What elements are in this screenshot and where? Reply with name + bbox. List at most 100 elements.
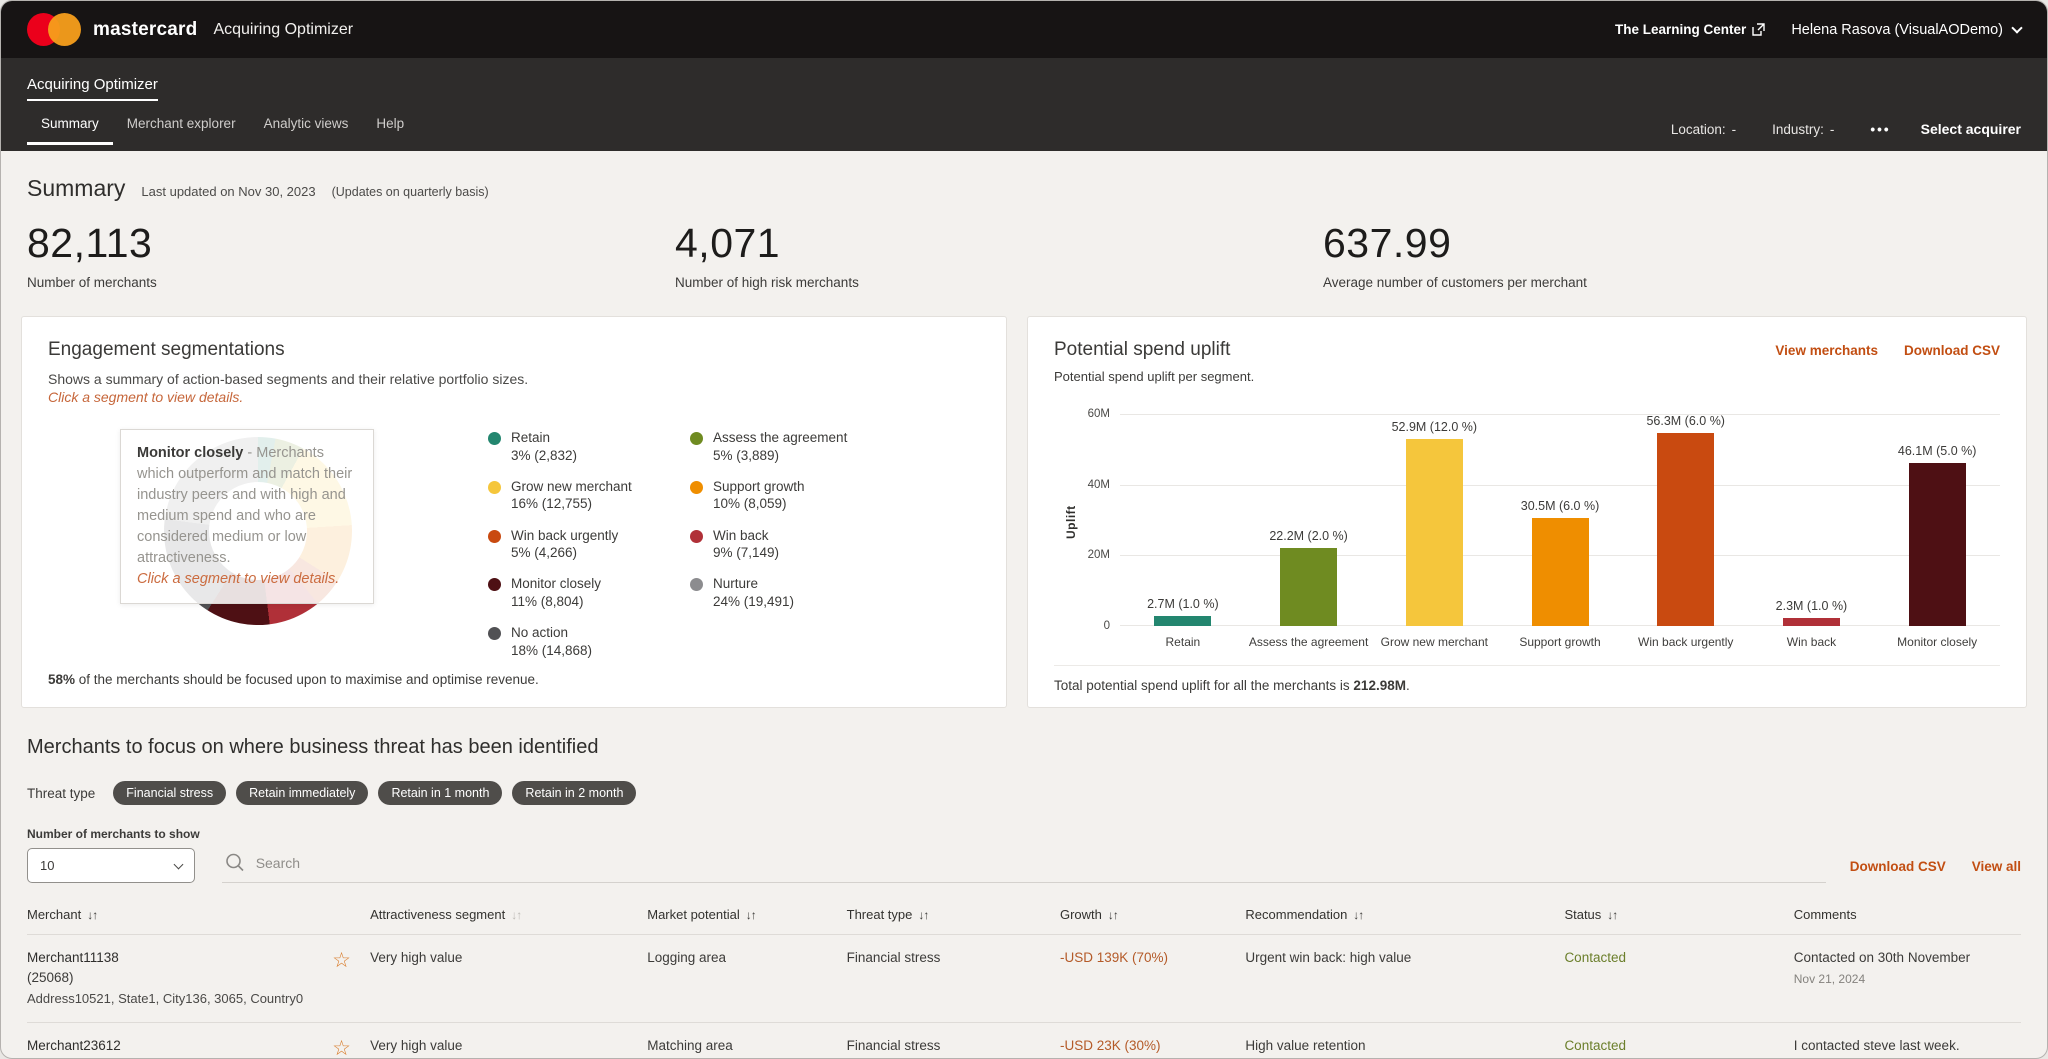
bar-value-label: 30.5M (6.0 %): [1520, 499, 1600, 514]
stat-high-risk: 4,071 Number of high risk merchants: [675, 220, 859, 290]
legend-item[interactable]: Win back 9% (7,149): [690, 527, 870, 563]
bar-value-label: 46.1M (5.0 %): [1897, 444, 1977, 459]
y-axis-label: Uplift: [1063, 504, 1078, 539]
star-icon[interactable]: ☆: [332, 1037, 351, 1059]
potential-spend-uplift-card: Potential spend uplift View merchants Do…: [1027, 316, 2027, 708]
star-icon[interactable]: ☆: [332, 949, 351, 972]
engagement-segmentations-card: Engagement segmentations Shows a summary…: [21, 316, 1007, 708]
legend-item[interactable]: Monitor closely 11% (8,804): [488, 575, 668, 611]
bar-win-back[interactable]: [1782, 617, 1840, 626]
sort-icon: ↓↑: [1353, 907, 1364, 922]
segmentation-chart-area: Monitor closely - Merchants which outper…: [48, 411, 980, 672]
show-count-label: Number of merchants to show: [27, 827, 200, 841]
chip-financial-stress[interactable]: Financial stress: [113, 781, 227, 805]
bar-value-label: 2.7M (1.0 %): [1147, 597, 1219, 612]
app-title: Acquiring Optimizer: [213, 20, 354, 38]
y-tick: 60M: [1087, 408, 1110, 420]
legend-item[interactable]: Nurture 24% (19,491): [690, 575, 870, 611]
sort-icon: ↓↑: [918, 907, 929, 922]
search-input[interactable]: [255, 855, 1824, 871]
bar-value-label: 52.9M (12.0 %): [1391, 420, 1478, 435]
learning-center-link[interactable]: The Learning Center: [1615, 22, 1766, 37]
bar-win-back-urgently[interactable]: [1657, 433, 1715, 626]
table-download-csv-link[interactable]: Download CSV: [1849, 859, 1946, 874]
threat-type-value: Financial stress: [846, 950, 941, 965]
merchants-table: Merchant ↓↑ Attractiveness segment ↓↑ Mark…: [21, 897, 2027, 1059]
col-merchant[interactable]: Merchant ↓↑: [27, 907, 98, 922]
sort-icon: ↓↑: [745, 907, 757, 922]
col-attractiveness[interactable]: Attractiveness segment ↓↑: [370, 907, 522, 922]
col-market-potential[interactable]: Market potential ↓↑: [647, 907, 757, 922]
legend-dot-icon: [488, 627, 501, 641]
segment-legend: Retain 3% (2,832) Grow new merchant 16% (1…: [488, 429, 870, 660]
y-tick: 40M: [1087, 478, 1110, 491]
merchant-name: Merchant11138: [27, 950, 119, 965]
user-name: Helena Rasova (VisualAODemo): [1791, 21, 2003, 38]
bar-grow-new-merchant[interactable]: [1405, 439, 1463, 626]
mastercard-logo-icon: [27, 13, 81, 46]
view-all-link[interactable]: View all: [1971, 859, 2021, 874]
bar-support-growth[interactable]: [1531, 518, 1589, 626]
main-nav: Acquiring Optimizer Summary Merchant exp…: [1, 58, 2047, 151]
col-threat-type[interactable]: Threat type ↓↑: [846, 907, 930, 922]
merchants-count-select[interactable]: 10: [27, 848, 195, 883]
chip-retain-1-month[interactable]: Retain in 1 month: [378, 781, 503, 805]
legend-item[interactable]: Win back urgently 5% (4,266): [488, 527, 668, 563]
attractiveness-value: Very high value: [370, 1038, 463, 1053]
col-status[interactable]: Status ↓↑: [1564, 907, 1618, 922]
tab-analytic-views[interactable]: Analytic views: [263, 116, 349, 131]
uplift-total: Total potential spend uplift for all the…: [1054, 665, 2000, 707]
more-options-icon[interactable]: •••: [1870, 121, 1891, 137]
user-menu[interactable]: Helena Rasova (VisualAODemo): [1791, 21, 2023, 38]
market-potential-value: Matching area: [647, 1038, 733, 1053]
col-comments: Comments: [1793, 907, 1857, 922]
threat-type-filters: Threat type Financial stress Retain imme…: [21, 781, 2027, 805]
location-filter[interactable]: Location: -: [1670, 121, 1737, 137]
view-merchants-link[interactable]: View merchants: [1775, 343, 1878, 358]
chip-retain-immediately[interactable]: Retain immediately: [236, 781, 369, 805]
tab-summary[interactable]: Summary: [27, 116, 113, 145]
legend-dot-icon: [488, 480, 501, 494]
tab-help[interactable]: Help: [376, 116, 405, 131]
col-recommendation[interactable]: Recommendation ↓↑: [1245, 907, 1364, 922]
engagement-title: Engagement segmentations: [48, 339, 285, 360]
updates-note: (Updates on quarterly basis): [331, 185, 489, 199]
legend-item[interactable]: Retain 3% (2,832): [488, 429, 668, 465]
search-field[interactable]: [221, 846, 1826, 883]
merchant-address: Address10521, State1, City136, 3065, Cou…: [27, 991, 304, 1006]
col-growth[interactable]: Growth ↓↑: [1059, 907, 1119, 922]
legend-dot-icon: [690, 529, 703, 543]
bar-retain[interactable]: [1154, 616, 1212, 626]
legend-item[interactable]: Support growth 10% (8,059): [690, 478, 870, 514]
attractiveness-value: Very high value: [370, 950, 463, 965]
segment-tooltip: Monitor closely - Merchants which outper…: [120, 429, 374, 605]
download-csv-link[interactable]: Download CSV: [1903, 343, 2000, 358]
chip-retain-2-month[interactable]: Retain in 2 month: [512, 781, 637, 805]
select-acquirer-button[interactable]: Select acquirer: [1920, 121, 2021, 137]
comment-date: Nov 21, 2024: [1793, 972, 1866, 986]
summary-stats: 82,113 Number of merchants 4,071 Number …: [21, 202, 2027, 290]
industry-filter[interactable]: Industry: -: [1772, 121, 1835, 137]
growth-value: -USD 23K (30%): [1059, 1038, 1161, 1053]
legend-item[interactable]: Assess the agreement 5% (3,889): [690, 429, 870, 465]
legend-dot-icon: [690, 578, 703, 592]
tab-merchant-explorer[interactable]: Merchant explorer: [126, 116, 236, 131]
uplift-title: Potential spend uplift: [1054, 339, 1231, 360]
bar-assess-the-agreement[interactable]: [1280, 547, 1338, 626]
legend-item[interactable]: Grow new merchant 16% (12,755): [488, 478, 668, 514]
y-tick: 0: [1103, 620, 1110, 632]
legend-dot-icon: [488, 529, 501, 543]
last-updated: Last updated on Nov 30, 2023: [141, 184, 316, 199]
status-badge: Contacted: [1564, 1038, 1626, 1053]
legend-dot-icon: [690, 432, 703, 445]
legend-dot-icon: [690, 480, 703, 494]
table-row: Merchant11138 (25068) Address10521, Stat…: [27, 934, 2021, 1022]
page-title: Summary: [27, 175, 126, 201]
brand-wordmark: mastercard: [93, 18, 198, 40]
legend-item[interactable]: No action 18% (14,868): [488, 624, 668, 660]
table-row: Merchant23612 (108406) State11, City3917…: [27, 1022, 2021, 1059]
tab-acquiring-optimizer[interactable]: Acquiring Optimizer: [27, 58, 158, 101]
bar-monitor-closely[interactable]: [1908, 463, 1966, 626]
bar-value-label: 56.3M (6.0 %): [1646, 414, 1725, 428]
